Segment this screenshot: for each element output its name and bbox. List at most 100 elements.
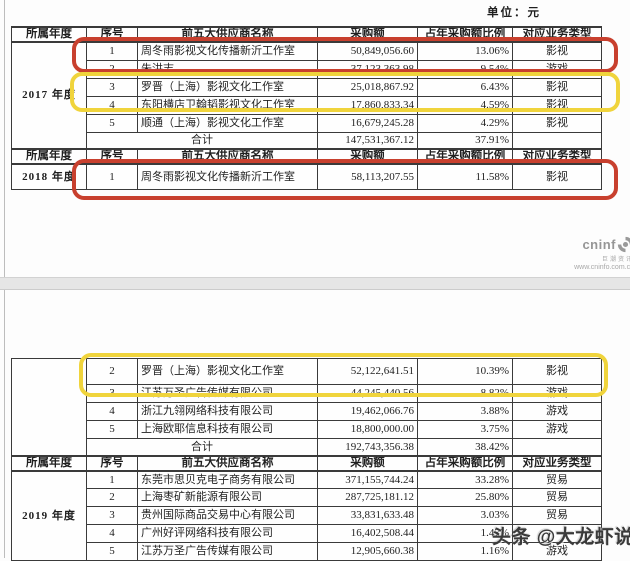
percentage-cell: 4.29% [417, 113, 513, 133]
percentage-cell: 11.58% [417, 163, 513, 190]
amount-cell: 33,831,633.48 [317, 506, 418, 525]
percentage-cell: 4.59% [417, 95, 513, 115]
row-number-cell: 3 [86, 77, 138, 97]
column-header-year: 所属年度 [11, 148, 87, 165]
total-row: 合计 147,531,367.12 37.91% [12, 131, 602, 150]
year-cell: 2019 年度 [11, 470, 87, 561]
row-number-cell: 2 [86, 59, 138, 79]
total-row: 合计 192,743,356.38 38.42% [12, 438, 602, 456]
amount-cell: 16,679,245.28 [317, 113, 418, 133]
total-label-cell: 合计 [86, 438, 318, 456]
percentage-cell: 3.88% [417, 402, 513, 421]
business-type-cell: 游戏 [512, 59, 602, 79]
supplier-name-cell: 上海枣矿新能源有限公司 [137, 488, 318, 507]
cninfo-logo-text: cninf [582, 237, 616, 252]
cninfo-url: www.cninfo.com.cn [574, 264, 630, 271]
row-number-cell: 3 [86, 506, 138, 525]
amount-cell: 50,849,056.60 [317, 41, 418, 61]
table-row: 3 贵州国际商品交易中心有限公司 33,831,633.48 3.03% 贸易 [12, 506, 602, 525]
amount-cell: 18,800,000.00 [317, 420, 418, 439]
total-label-cell: 合计 [86, 131, 318, 150]
percentage-cell: 25.80% [417, 488, 513, 507]
percentage-cell: 13.06% [417, 41, 513, 61]
table-header-row: 所属年度 序号 前五大供应商名称 采购额 占年采购额比例 对应业务类型 [11, 26, 602, 43]
amount-cell: 19,462,066.76 [317, 402, 418, 421]
total-type-cell [512, 131, 602, 150]
table-row: 2 罗晋（上海）影视文化工作室 52,122,641.51 10.39% 影视 [11, 358, 602, 456]
table-row: 2 朱洪志 37,123,363.98 9.54% 游戏 [12, 59, 602, 79]
amount-cell: 25,018,867.92 [317, 77, 418, 97]
year-cell-empty [11, 358, 87, 456]
row-number-cell: 4 [86, 402, 138, 421]
business-type-cell: 贸易 [512, 470, 602, 489]
amount-cell: 371,155,744.24 [317, 470, 418, 489]
business-type-cell: 影视 [512, 358, 602, 385]
percentage-cell: 9.54% [417, 59, 513, 79]
row-number-cell: 1 [86, 163, 138, 190]
row-number-cell: 4 [86, 95, 138, 115]
table-row: 3 罗晋（上海）影视文化工作室 25,018,867.92 6.43% 影视 [12, 77, 602, 97]
column-header-amount: 采购额 [317, 454, 418, 472]
business-type-cell: 游戏 [512, 384, 602, 403]
amount-cell: 58,113,207.55 [317, 163, 418, 190]
business-type-cell: 贸易 [512, 488, 602, 507]
row-number-cell: 5 [86, 113, 138, 133]
business-type-cell: 影视 [512, 163, 602, 190]
table-row: 4 浙江九翎网络科技有限公司 19,462,066.76 3.88% 游戏 [12, 402, 602, 421]
column-header-no: 序号 [86, 26, 138, 43]
total-percentage-cell: 37.91% [417, 131, 513, 150]
percentage-cell: 3.75% [417, 420, 513, 439]
row-number-cell: 2 [86, 488, 138, 507]
column-header-type: 对应业务类型 [512, 454, 602, 472]
row-number-cell: 5 [86, 420, 138, 439]
amount-cell: 52,122,641.51 [317, 358, 418, 385]
cninfo-swirl-icon [617, 236, 630, 253]
column-header-supplier: 前五大供应商名称 [137, 454, 318, 472]
row-number-cell: 1 [86, 470, 138, 489]
amount-cell: 287,725,181.12 [317, 488, 418, 507]
unit-label: 单位：元 [487, 7, 541, 19]
column-header-supplier: 前五大供应商名称 [137, 148, 318, 165]
supplier-name-cell: 周冬雨影视文化传播新沂工作室 [137, 41, 318, 61]
column-header-year: 所属年度 [11, 454, 87, 472]
business-type-cell: 影视 [512, 95, 602, 115]
column-header-percentage: 占年采购额比例 [417, 148, 513, 165]
supplier-name-cell: 朱洪志 [137, 59, 318, 79]
business-type-cell: 影视 [512, 77, 602, 97]
percentage-cell: 3.03% [417, 506, 513, 525]
column-header-type: 对应业务类型 [512, 26, 602, 43]
supplier-name-cell: 贵州国际商品交易中心有限公司 [137, 506, 318, 525]
table-row: 5 上海欧耶信息科技有限公司 18,800,000.00 3.75% 游戏 [12, 420, 602, 439]
column-header-year: 所属年度 [11, 26, 87, 43]
supplier-table-page2: 2 罗晋（上海）影视文化工作室 52,122,641.51 10.39% 影视 … [11, 358, 602, 561]
amount-cell: 44,245,440.56 [317, 384, 418, 403]
column-header-type: 对应业务类型 [512, 148, 602, 165]
supplier-name-cell: 上海欧耶信息科技有限公司 [137, 420, 318, 439]
cninfo-tagline: 巨潮资讯 [601, 257, 630, 263]
supplier-name-cell: 东莞市思贝克电子商务有限公司 [137, 470, 318, 489]
total-percentage-cell: 38.42% [417, 438, 513, 456]
percentage-cell: 8.82% [417, 384, 513, 403]
column-header-no: 序号 [86, 454, 138, 472]
row-number-cell: 4 [86, 524, 138, 543]
table-row: 5 顺通（上海）影视文化工作室 16,679,245.28 4.29% 影视 [12, 113, 602, 133]
amount-cell: 16,402,508.44 [317, 524, 418, 543]
table-row: 3 江苏万圣广告传媒有限公司 44,245,440.56 8.82% 游戏 [12, 384, 602, 403]
percentage-cell: 10.39% [417, 358, 513, 385]
supplier-table-page1: 所属年度 序号 前五大供应商名称 采购额 占年采购额比例 对应业务类型 2017… [11, 26, 602, 190]
row-number-cell: 3 [86, 384, 138, 403]
column-header-supplier: 前五大供应商名称 [137, 26, 318, 43]
year-cell: 2017 年度 [11, 41, 87, 150]
total-amount-cell: 147,531,367.12 [317, 131, 418, 150]
business-type-cell: 影视 [512, 113, 602, 133]
table-row: 2019 年度 1 东莞市思贝克电子商务有限公司 371,155,744.24 … [11, 470, 602, 561]
row-number-cell: 1 [86, 41, 138, 61]
amount-cell: 37,123,363.98 [317, 59, 418, 79]
supplier-name-cell: 周冬雨影视文化传播新沂工作室 [137, 163, 318, 190]
percentage-cell: 6.43% [417, 77, 513, 97]
business-type-cell: 游戏 [512, 402, 602, 421]
table-row: 4 东阳横店卫翰韬影视文化工作室 17,860,833.34 4.59% 影视 [12, 95, 602, 115]
supplier-name-cell: 广州好评网络科技有限公司 [137, 524, 318, 543]
total-type-cell [512, 438, 602, 456]
